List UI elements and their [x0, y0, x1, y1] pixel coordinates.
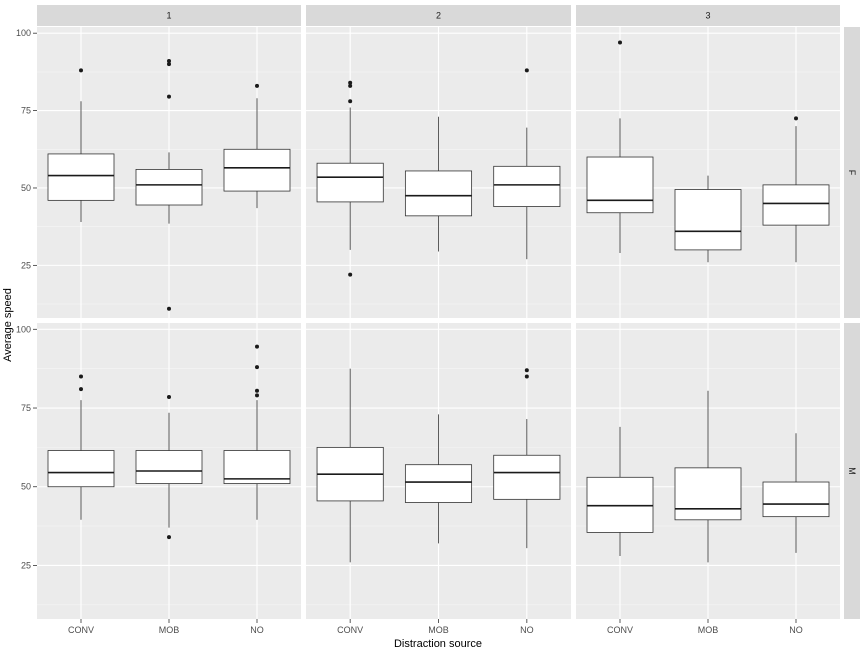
box-iqr	[404, 464, 473, 503]
strip-top-background	[37, 5, 301, 26]
box-conv	[47, 374, 115, 520]
strip-top-background	[576, 5, 840, 26]
outlier-point	[167, 306, 171, 311]
strip-top-background	[306, 5, 571, 26]
y-tick-label: 25	[21, 260, 31, 270]
box-conv	[47, 68, 115, 223]
outlier-point	[348, 99, 353, 104]
y-tick-label: 100	[16, 28, 31, 38]
outlier-point	[255, 83, 259, 88]
y-tick-label: 50	[21, 183, 31, 193]
strip-top-label: 1	[166, 11, 171, 21]
outlier-point	[255, 388, 259, 393]
box-iqr	[316, 162, 384, 203]
box-iqr	[586, 156, 654, 214]
box-iqr	[493, 454, 561, 500]
box-iqr	[762, 184, 830, 226]
box-iqr	[674, 467, 742, 521]
outlier-point	[167, 535, 171, 540]
y-axis-title: Average speed	[2, 288, 14, 362]
box-iqr	[762, 481, 830, 518]
x-axis-title: Distraction source	[394, 638, 482, 650]
outlier-point	[524, 368, 529, 373]
box-iqr	[47, 450, 115, 488]
box-mob	[674, 175, 742, 263]
box-conv	[316, 80, 384, 277]
boxes-3-F	[586, 40, 830, 263]
panels-layer	[37, 27, 840, 619]
boxes-3-M	[586, 390, 830, 563]
box-no	[223, 344, 291, 520]
y-tick-label: 75	[21, 106, 31, 116]
boxes-2-F	[316, 68, 561, 277]
outlier-point	[167, 59, 171, 64]
strip-right-label: M	[847, 467, 857, 475]
strip-right-background	[844, 27, 860, 318]
box-mob	[135, 395, 203, 540]
outlier-point	[794, 116, 798, 121]
box-conv	[586, 426, 654, 557]
box-mob	[674, 390, 742, 563]
strip-top-label: 2	[436, 11, 441, 21]
box-no	[493, 68, 561, 260]
y-tick-label: 25	[21, 560, 31, 570]
box-conv	[316, 368, 384, 563]
box-iqr	[47, 153, 115, 201]
x-tick-label: CONV	[68, 625, 94, 635]
box-mob	[135, 59, 203, 311]
outlier-point	[79, 68, 83, 73]
outlier-point	[348, 80, 353, 85]
strips-layer: 1 2 3 F M	[37, 5, 860, 619]
x-tick-label: NO	[520, 625, 534, 635]
outlier-point	[524, 374, 529, 379]
outlier-point	[167, 395, 171, 399]
x-tick-label: NO	[789, 625, 803, 635]
box-iqr	[223, 148, 291, 192]
box-no	[762, 116, 830, 263]
box-iqr	[404, 170, 473, 217]
strip-right-background	[844, 323, 860, 619]
boxes-1-M	[47, 344, 291, 540]
box-no	[493, 368, 561, 549]
x-tick-label: MOB	[698, 625, 719, 635]
strip-top-label: 3	[705, 11, 710, 21]
y-tick-label: 100	[16, 324, 31, 334]
box-conv	[586, 40, 654, 253]
strip-right-label: F	[847, 170, 857, 176]
x-tick-label: MOB	[159, 625, 180, 635]
axes-layer: 25 50 75 100 25 50 75 100 CONV MOB NO CONV MOB NO CONV…	[16, 28, 803, 635]
box-mob	[404, 116, 473, 252]
x-tick-label: CONV	[337, 625, 363, 635]
outlier-point	[618, 40, 622, 45]
box-no	[762, 433, 830, 553]
box-iqr	[135, 450, 203, 484]
box-iqr	[674, 189, 742, 251]
outlier-point	[524, 68, 529, 73]
outlier-point	[255, 344, 259, 349]
outlier-point	[167, 94, 171, 99]
box-iqr	[493, 165, 561, 207]
outlier-point	[255, 365, 259, 370]
boxes-1-F	[47, 59, 291, 311]
outlier-point	[79, 374, 83, 379]
outlier-point	[348, 272, 353, 277]
y-tick-label: 50	[21, 482, 31, 492]
box-iqr	[135, 169, 203, 206]
box-no	[223, 83, 291, 209]
y-tick-label: 75	[21, 403, 31, 413]
x-tick-label: CONV	[607, 625, 633, 635]
box-mob	[404, 414, 473, 544]
x-tick-label: MOB	[428, 625, 449, 635]
outlier-point	[348, 83, 353, 88]
outlier-point	[167, 62, 171, 67]
x-tick-label: NO	[250, 625, 264, 635]
boxes-2-M	[316, 368, 561, 563]
outlier-point	[255, 393, 259, 398]
outlier-point	[79, 387, 83, 392]
